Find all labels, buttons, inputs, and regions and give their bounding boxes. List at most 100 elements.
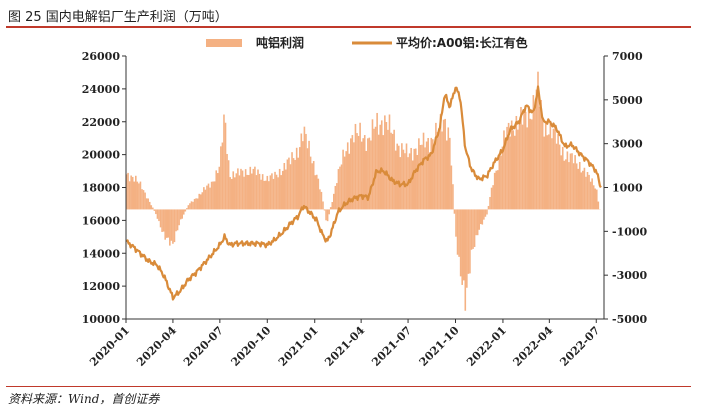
profit-bar xyxy=(229,177,231,210)
profit-bar xyxy=(167,209,170,238)
profit-bar xyxy=(148,201,151,210)
profit-bar xyxy=(285,169,287,210)
profit-bar xyxy=(487,205,490,210)
profit-bar xyxy=(515,115,518,210)
profit-bar xyxy=(311,163,313,210)
profit-bar xyxy=(243,176,245,210)
profit-bar xyxy=(433,143,436,210)
profit-bar xyxy=(235,173,238,210)
profit-bar xyxy=(380,120,383,210)
profit-bar xyxy=(261,174,264,210)
profit-bar xyxy=(136,181,139,210)
profit-bar xyxy=(175,209,177,232)
profit-bar xyxy=(342,149,344,210)
profit-bar xyxy=(439,114,442,210)
right-tick-label: 1000 xyxy=(612,182,643,195)
x-tick-label: 2020-07 xyxy=(181,324,226,369)
profit-bar xyxy=(535,89,538,210)
profit-bar xyxy=(561,146,564,210)
profit-bar xyxy=(461,209,463,285)
profit-bar xyxy=(558,144,561,210)
profit-bar xyxy=(359,122,361,210)
profit-bar xyxy=(319,189,321,210)
right-tick-label: 5000 xyxy=(612,94,643,107)
profit-bar xyxy=(247,175,250,210)
profit-bar xyxy=(479,209,482,225)
top-rule xyxy=(6,26,691,28)
profit-bar xyxy=(493,172,496,210)
profit-bar xyxy=(496,170,499,210)
profit-bar xyxy=(271,173,273,210)
profit-bar xyxy=(462,209,465,281)
profit-bar xyxy=(422,132,425,210)
profit-bar xyxy=(456,209,459,255)
profit-bar xyxy=(343,156,346,210)
profit-bar xyxy=(139,181,142,210)
profit-bar xyxy=(176,209,179,231)
profit-bar xyxy=(280,175,283,210)
profit-bar xyxy=(566,151,569,210)
profit-bar xyxy=(371,119,374,210)
profit-bar xyxy=(209,187,211,210)
x-tick-label: 2021-01 xyxy=(276,324,321,369)
profit-bar xyxy=(357,135,360,210)
profit-bar xyxy=(588,174,590,210)
profit-bar xyxy=(481,209,484,225)
profit-bar xyxy=(444,118,446,210)
profit-bar xyxy=(326,209,329,222)
profit-bar xyxy=(577,168,580,210)
profit-bar xyxy=(393,129,395,210)
x-tick-label: 2021-04 xyxy=(322,324,367,369)
profit-bar xyxy=(510,120,513,210)
profit-bar xyxy=(334,185,337,210)
right-tick-label: 3000 xyxy=(612,138,643,151)
profit-bar xyxy=(252,168,255,210)
profit-bar xyxy=(591,178,593,210)
profit-bar xyxy=(506,126,508,210)
profit-bar xyxy=(329,207,332,210)
profit-bar xyxy=(379,124,382,210)
profit-bar xyxy=(232,171,235,210)
profit-bar xyxy=(578,161,581,210)
profit-bar xyxy=(187,205,190,210)
profit-bar xyxy=(571,153,573,210)
profit-bar xyxy=(145,198,148,210)
profit-bar xyxy=(254,166,256,210)
profit-bar xyxy=(523,109,525,210)
profit-bar xyxy=(418,138,420,210)
profit-bar xyxy=(549,120,552,210)
profit-bar xyxy=(492,185,494,210)
profit-bar xyxy=(169,209,171,246)
profit-bar xyxy=(402,149,405,210)
profit-bar xyxy=(405,143,408,210)
profit-bar xyxy=(278,168,281,210)
profit-bar xyxy=(500,155,502,210)
profit-bar xyxy=(503,130,505,210)
right-tick-label: -1000 xyxy=(612,225,648,238)
profit-bar xyxy=(551,138,553,210)
profit-bar xyxy=(158,209,160,222)
profit-bar xyxy=(449,137,451,210)
profit-bar xyxy=(353,142,355,210)
profit-bar xyxy=(534,109,536,210)
left-tick-label: 14000 xyxy=(82,247,121,260)
profit-bar xyxy=(425,141,428,210)
profit-bar xyxy=(172,209,174,244)
profit-bar xyxy=(275,174,278,210)
profit-bar xyxy=(184,209,187,212)
profit-bar xyxy=(196,198,199,210)
profit-bar xyxy=(399,157,402,210)
profit-bar xyxy=(201,192,204,210)
profit-bar xyxy=(467,209,470,274)
profit-bar xyxy=(337,169,340,210)
profit-bar xyxy=(373,128,375,210)
profit-bar xyxy=(303,126,306,210)
profit-bar xyxy=(365,150,368,210)
legend-line-label: 平均价:A00铝:长江有色 xyxy=(396,35,528,50)
profit-bar xyxy=(498,153,501,210)
profit-bar xyxy=(483,209,485,220)
profit-bar xyxy=(531,119,533,210)
profit-bar xyxy=(404,153,406,210)
profit-bar xyxy=(162,209,165,232)
profit-bar xyxy=(141,189,143,210)
